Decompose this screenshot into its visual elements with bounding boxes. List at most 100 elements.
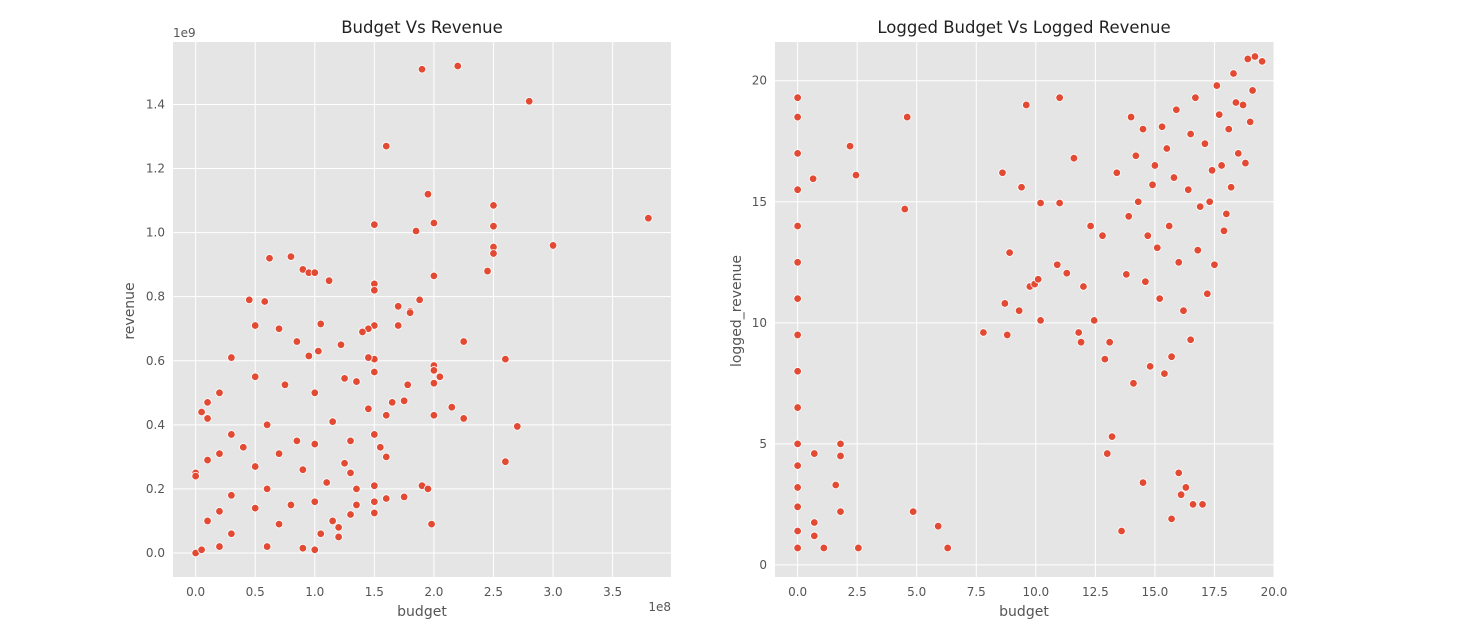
data-point xyxy=(836,451,845,461)
y-tick-label: 1.4 xyxy=(146,97,165,111)
data-point xyxy=(280,380,290,389)
data-point xyxy=(370,481,379,490)
data-point xyxy=(328,417,337,426)
data-point xyxy=(203,414,212,423)
data-point xyxy=(336,340,346,349)
data-point xyxy=(364,404,373,414)
data-point xyxy=(1145,362,1155,371)
data-point xyxy=(1022,100,1031,110)
data-point xyxy=(793,112,802,122)
data-points xyxy=(191,61,653,558)
y-tick-label: 0.2 xyxy=(146,482,165,496)
data-point xyxy=(1226,183,1236,192)
data-point xyxy=(1117,526,1126,536)
data-point xyxy=(324,276,334,285)
data-point xyxy=(334,523,343,532)
data-point xyxy=(423,484,433,494)
x-axis-label: budget xyxy=(397,604,447,620)
data-point xyxy=(203,455,212,465)
y-tick-label: 5 xyxy=(759,437,767,451)
data-point xyxy=(191,471,200,481)
data-point xyxy=(215,449,224,458)
data-point xyxy=(1069,153,1079,163)
data-point xyxy=(314,346,323,356)
data-point xyxy=(1186,335,1195,344)
data-point xyxy=(851,170,861,180)
data-point xyxy=(382,494,391,503)
data-point xyxy=(979,328,988,337)
data-point xyxy=(1234,149,1243,158)
data-point xyxy=(1195,202,1205,211)
data-point xyxy=(1186,129,1195,139)
data-point xyxy=(334,532,343,542)
data-point xyxy=(1207,166,1217,175)
data-point xyxy=(1131,151,1141,160)
data-point xyxy=(316,529,325,538)
data-point xyxy=(215,542,224,551)
y-tick-label: 15 xyxy=(752,195,767,209)
data-point xyxy=(310,497,319,506)
data-point xyxy=(382,141,391,151)
data-point xyxy=(227,430,236,439)
x-tick-label: 2.5 xyxy=(848,585,867,599)
data-point xyxy=(382,452,391,462)
data-point xyxy=(1074,328,1083,337)
data-point xyxy=(1248,86,1257,95)
data-point xyxy=(1122,270,1131,279)
logged-budget-vs-logged-revenue-chart: 0.0 2.5 5.0 7.5 10.0 12.5 15.0 17.5 20.0 0 5 10 15 2… xyxy=(729,18,1287,620)
data-point xyxy=(1164,221,1174,231)
data-point xyxy=(1203,289,1212,298)
x-tick-label: 0.0 xyxy=(788,585,807,599)
data-point xyxy=(902,112,912,122)
data-point xyxy=(1224,124,1233,134)
data-point xyxy=(933,521,943,531)
data-point xyxy=(1229,69,1238,78)
data-point xyxy=(1124,212,1133,221)
data-point xyxy=(316,319,325,329)
data-point xyxy=(943,543,952,553)
x-tick-label: 12.5 xyxy=(1082,585,1109,599)
data-point xyxy=(1017,183,1026,192)
data-point xyxy=(346,436,355,446)
x-tick-label: 0.5 xyxy=(246,585,265,599)
data-point xyxy=(836,507,845,516)
x-tick-label: 5.0 xyxy=(907,585,926,599)
data-point xyxy=(310,268,319,277)
data-point xyxy=(1103,449,1112,458)
data-point xyxy=(808,174,818,183)
data-point xyxy=(429,218,439,228)
y-tick-label: 1.2 xyxy=(146,162,165,176)
x-tick-label: 3.0 xyxy=(544,585,563,599)
data-point xyxy=(1238,100,1248,110)
y-axis-label: logged_revenue xyxy=(729,255,745,367)
data-point xyxy=(429,378,439,388)
data-point xyxy=(1005,248,1014,257)
data-point xyxy=(346,468,355,478)
data-point xyxy=(1153,243,1162,252)
data-point xyxy=(393,302,403,311)
data-point xyxy=(1143,231,1152,240)
data-point xyxy=(447,403,456,412)
data-point xyxy=(459,414,468,423)
data-point xyxy=(998,168,1007,177)
x-tick-label: 1.0 xyxy=(305,585,324,599)
x-tick-label: 3.5 xyxy=(603,585,622,599)
data-point xyxy=(429,271,439,281)
data-point xyxy=(1205,197,1214,206)
data-point xyxy=(1200,139,1210,148)
data-point xyxy=(525,97,534,106)
data-point xyxy=(251,372,260,381)
data-point xyxy=(793,221,802,231)
data-point xyxy=(1243,54,1252,64)
data-point xyxy=(203,516,212,526)
data-point xyxy=(1176,490,1186,499)
x-tick-label: 2.0 xyxy=(424,585,443,599)
data-point xyxy=(793,403,802,412)
data-point xyxy=(1188,500,1198,509)
data-point xyxy=(429,366,439,375)
data-point xyxy=(370,430,379,439)
y-tick-label: 10 xyxy=(752,316,767,330)
data-point xyxy=(793,439,802,449)
data-point xyxy=(1089,316,1099,325)
data-point xyxy=(405,308,415,317)
